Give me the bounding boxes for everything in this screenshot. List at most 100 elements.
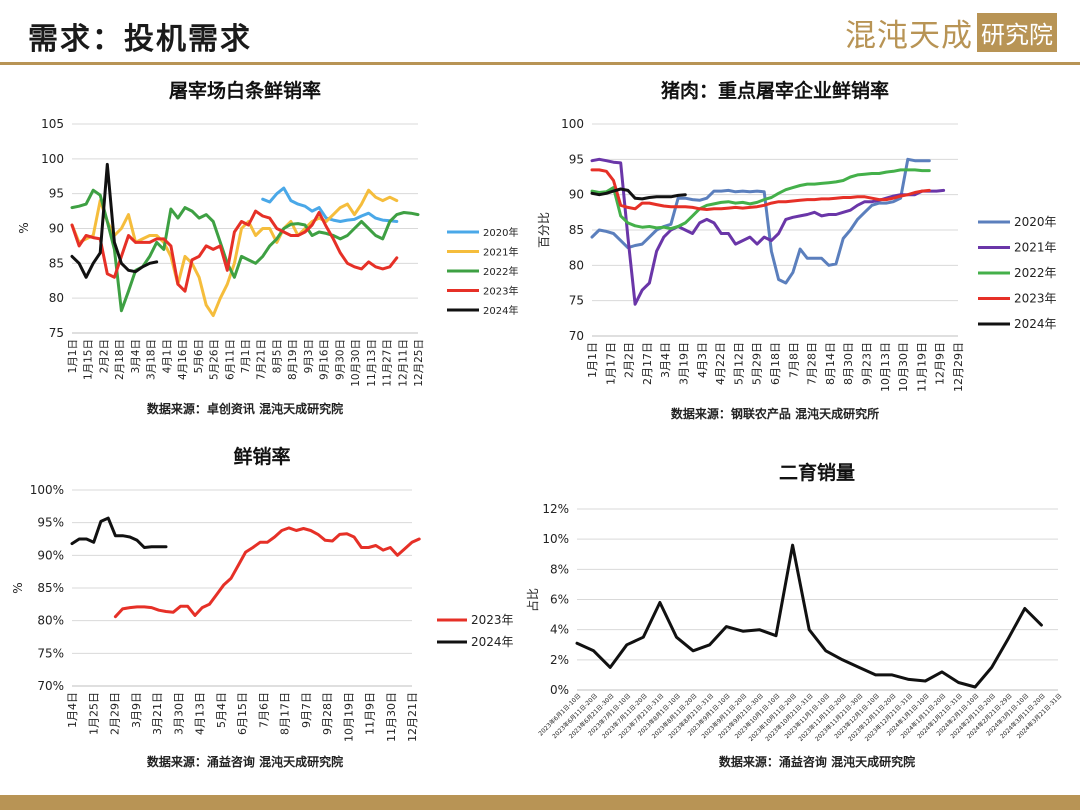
y-axis-label: 百分比 xyxy=(537,212,551,248)
y-tick-label: 80 xyxy=(569,258,584,272)
x-tick-label: 9月28日 xyxy=(321,692,334,735)
x-tick-label: 1月1日 xyxy=(586,342,599,378)
source-note: 数据来源：卓创资讯 混沌天成研究院 xyxy=(147,401,343,416)
source-note: 数据来源：涌益咨询 混沌天成研究院 xyxy=(719,754,915,769)
y-axis-label: % xyxy=(17,222,31,233)
series-line xyxy=(70,516,168,549)
y-tick-label: 75% xyxy=(37,646,64,660)
x-tick-label: 2月2日 xyxy=(98,339,110,373)
series-line xyxy=(70,209,399,293)
legend-label: 2021年 xyxy=(483,246,518,259)
legend-label: 2024年 xyxy=(1014,317,1057,331)
y-tick-label: 95% xyxy=(37,516,64,530)
y-tick-label: 90 xyxy=(569,188,584,202)
x-tick-label: 5月6日 xyxy=(193,339,205,373)
y-tick-label: 0% xyxy=(550,683,569,697)
x-tick-label: 3月4日 xyxy=(659,342,672,378)
x-tick-label: 7月21日 xyxy=(256,339,268,380)
series-line xyxy=(113,526,421,619)
x-tick-label: 6月18日 xyxy=(769,342,782,385)
x-tick-label: 1月17日 xyxy=(604,342,617,385)
legend-label: 2020年 xyxy=(483,226,518,239)
y-tick-label: 12% xyxy=(542,502,569,516)
x-tick-label: 12月29日 xyxy=(952,342,965,392)
y-axis-label: 占比 xyxy=(525,588,540,612)
x-tick-label: 9月30日 xyxy=(334,339,346,380)
chart-title: 猪肉：重点屠宰企业鲜销率 xyxy=(660,79,889,102)
x-tick-label: 3月19日 xyxy=(678,342,691,385)
x-tick-label: 7月28日 xyxy=(806,342,819,385)
x-tick-label: 7月1日 xyxy=(240,339,252,373)
x-tick-label: 6月11日 xyxy=(224,339,236,380)
series-line xyxy=(590,187,687,201)
x-tick-label: 2月29日 xyxy=(109,692,122,735)
y-tick-label: 70 xyxy=(569,329,584,343)
x-tick-label: 9月3日 xyxy=(303,339,315,373)
x-tick-label: 10月19日 xyxy=(342,692,355,742)
y-tick-label: 75 xyxy=(569,294,584,308)
x-tick-label: 12月9日 xyxy=(934,342,947,385)
x-tick-label: 12月25日 xyxy=(413,339,425,387)
y-tick-label: 85 xyxy=(569,223,584,237)
x-tick-label: 8月5日 xyxy=(271,339,283,373)
y-tick-label: 75 xyxy=(49,326,64,340)
legend-label: 2023年 xyxy=(471,613,514,627)
chart-title: 鲜销率 xyxy=(233,445,290,468)
x-tick-label: 11月9日 xyxy=(364,692,377,735)
x-tick-label: 3月9日 xyxy=(130,692,143,728)
x-tick-label: 2月2日 xyxy=(623,342,636,378)
x-tick-label: 4月1日 xyxy=(161,339,173,373)
y-tick-label: 70% xyxy=(37,679,64,693)
logo-box-text: 研究院 xyxy=(977,12,1057,52)
x-tick-label: 5月12日 xyxy=(732,342,745,385)
legend-label: 2020年 xyxy=(1014,215,1057,229)
header: 需求：投机需求 混沌天成 研究院 xyxy=(0,0,1080,66)
y-tick-label: 80% xyxy=(37,614,64,628)
x-tick-label: 7月6日 xyxy=(257,692,270,728)
series-line xyxy=(575,543,1043,689)
y-tick-label: 105 xyxy=(41,117,64,131)
company-logo: 混沌天成 研究院 xyxy=(845,12,1057,54)
x-tick-label: 8月17日 xyxy=(279,692,292,735)
x-tick-label: 11月13日 xyxy=(366,339,378,387)
x-tick-label: 6月15日 xyxy=(236,692,249,735)
y-tick-label: 100 xyxy=(41,152,64,166)
source-note: 数据来源：涌益咨询 混沌天成研究院 xyxy=(147,754,343,769)
x-tick-label: 3月21日 xyxy=(151,692,164,735)
y-tick-label: 100 xyxy=(561,117,584,131)
y-tick-label: 100% xyxy=(30,483,64,497)
x-tick-label: 12月21日 xyxy=(406,692,419,742)
series-line xyxy=(590,168,931,231)
legend-label: 2022年 xyxy=(483,265,518,278)
x-tick-label: 8月30日 xyxy=(842,342,855,385)
x-tick-label: 11月30日 xyxy=(385,692,398,742)
source-note: 数据来源：钢联农产品 混沌天成研究所 xyxy=(671,406,879,421)
y-tick-label: 85 xyxy=(49,256,64,270)
x-tick-label: 4月16日 xyxy=(177,339,189,380)
y-tick-label: 8% xyxy=(550,562,569,576)
legend-label: 2022年 xyxy=(1014,266,1057,280)
x-tick-label: 10月13日 xyxy=(879,342,892,392)
x-tick-label: 2月18日 xyxy=(114,339,126,380)
x-tick-label: 9月23日 xyxy=(861,342,874,385)
x-tick-label: 10月30日 xyxy=(897,342,910,392)
page-title: 需求：投机需求 xyxy=(28,22,252,57)
x-tick-label: 7月8日 xyxy=(787,342,800,378)
x-tick-label: 8月19日 xyxy=(287,339,299,380)
x-tick-label: 4月3日 xyxy=(696,342,709,378)
chart-title: 二育销量 xyxy=(779,461,855,484)
x-tick-label: 1月15日 xyxy=(83,339,95,380)
x-tick-label: 12月11日 xyxy=(397,339,409,387)
legend-label: 2021年 xyxy=(1014,241,1057,255)
header-rule xyxy=(0,62,1080,65)
x-tick-label: 10月30日 xyxy=(350,339,362,387)
y-tick-label: 2% xyxy=(550,653,569,667)
x-tick-label: 1月4日 xyxy=(66,692,79,728)
series-line xyxy=(70,162,159,279)
x-tick-label: 3月30日 xyxy=(172,692,185,735)
y-axis-label: % xyxy=(11,582,25,593)
x-tick-label: 4月13日 xyxy=(194,692,207,735)
x-tick-label: 5月4日 xyxy=(215,692,228,728)
x-tick-label: 11月19日 xyxy=(915,342,928,392)
